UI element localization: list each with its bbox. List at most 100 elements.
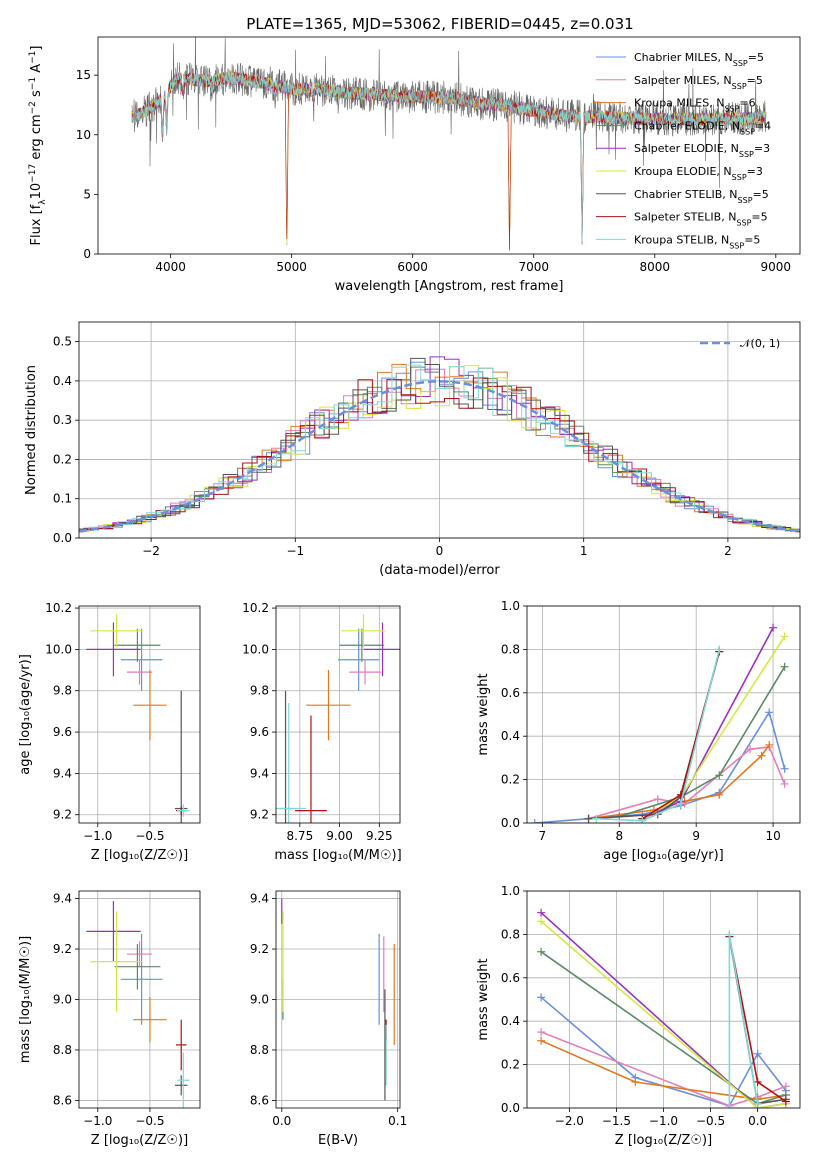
plot-area (79, 356, 800, 533)
y-tick-label: 9.6 (53, 725, 72, 739)
y-axis-label: mass [log₁₀(M/M☉)] (18, 936, 33, 1063)
y-tick-label: 10 (76, 128, 91, 142)
legend-entry: 𝒩(0, 1) (740, 337, 780, 350)
x-tick-label: 8000 (639, 260, 670, 274)
legend-text: =5 (748, 51, 764, 64)
x-axis-label: age [log₁₀(age/yr)] (603, 848, 724, 863)
panel-spectrum: 4000 5000 6000 7000 8000 9000 0 5 10 15 wavelength… (28, 36, 801, 294)
legend-text: SSP (736, 218, 751, 227)
spectrum-line-8 (131, 70, 767, 242)
x-tick-label: 8 (615, 829, 623, 843)
x-axis-label: E(B-V) (318, 1133, 358, 1148)
grid (527, 605, 800, 824)
legend-entry: Salpeter MILES, NSSP=5 (634, 74, 763, 91)
legend-text: =4 (755, 119, 771, 132)
axes-frame (78, 605, 201, 824)
legend-text: Chabrier MILES, N (634, 51, 733, 64)
legend-text: SSP (732, 173, 747, 182)
legend-text: Kroupa ELODIE, N (634, 165, 732, 178)
plot-layer: 4000 5000 6000 7000 8000 9000051015wavelength… (18, 36, 801, 1148)
grid (276, 891, 400, 1108)
legend-text: SSP (733, 59, 748, 68)
legend-text: SSP (738, 195, 753, 204)
legend-text: =5 (753, 188, 769, 201)
y-tick-label: 5 (83, 187, 91, 201)
y-tick-label: 0.6 (501, 686, 520, 700)
legend-text: Chabrier ELODIE, N (634, 119, 740, 132)
legend-text: SSP (729, 241, 744, 250)
legend-text: SSP (732, 81, 747, 90)
y-label-part: −1 (28, 51, 38, 64)
x-tick-label: −0.5 (135, 1114, 164, 1128)
grid (276, 606, 400, 823)
y-label-part: s (29, 90, 44, 101)
axes-frame (97, 36, 801, 255)
y-tick-label: 0.2 (501, 1058, 520, 1072)
plot-area (281, 898, 395, 1101)
x-tick-label: 4000 (155, 260, 186, 274)
y-axis-label: Flux [fλ10−17 erg cm−2 s−1 A−1] (28, 46, 48, 246)
y-tick-label: 9.8 (53, 684, 72, 698)
x-tick-label: 5000 (276, 260, 307, 274)
normal-curve (79, 380, 800, 533)
x-tick-label: −1.0 (83, 1114, 112, 1128)
y-tick-label: 0.0 (501, 1101, 520, 1115)
x-tick-label: −0.5 (696, 1114, 725, 1128)
x-tick-label: 8.75 (286, 829, 313, 843)
y-tick-label: 0.3 (53, 413, 72, 427)
legend-text: Kroupa MILES, N (634, 97, 724, 110)
grid (527, 890, 800, 1109)
legend-text: =5 (751, 211, 767, 224)
panel-mass_vs_Z: −1.0 −0.5 8.6 8.8 9.0 9.2 9.4 Z [log₁₀(Z/Z☉)] ma… (18, 890, 201, 1148)
panel-residuals: −2 −1 0 1 2 0.0 0.1 0.2 0.3 0.4 0.5 (data-model)/er… (24, 321, 801, 578)
x-axis-label: Z [log₁₀(Z/Z☉)] (91, 848, 188, 863)
y-label-part: −1 (28, 77, 38, 90)
y-tick-label: 10.0 (242, 642, 269, 656)
grid (79, 322, 800, 539)
axes-frame (275, 890, 401, 1109)
y-tick-label: 9.4 (53, 766, 72, 780)
y-tick-label: 9.4 (250, 892, 269, 906)
legend-entry: Kroupa STELIB, NSSP=5 (634, 233, 760, 250)
axes-frame (526, 890, 801, 1109)
weight-line-5 (642, 635, 786, 820)
y-tick-label: 0.0 (501, 816, 520, 830)
y-axis-label: mass weight (476, 673, 491, 755)
x-tick-label: −0.5 (135, 829, 164, 843)
legend-entry: Chabrier ELODIE, NSSP=4 (634, 119, 771, 136)
histogram-7 (79, 377, 800, 532)
y-tick-label: 1.0 (501, 599, 520, 613)
y-tick-label: 0.0 (53, 531, 72, 545)
legend-entry: Salpeter ELODIE, NSSP=3 (634, 142, 770, 159)
plot-area (86, 614, 190, 823)
y-tick-label: 8.8 (53, 1043, 72, 1057)
panel-weight_vs_Z: −2.0 −1.5 −1.0 −0.5 0.0 0.0 0.2 0.4 0.6 0.8 1.0 Z [… (476, 884, 801, 1148)
spectrum-line-6 (131, 37, 767, 232)
y-tick-label: 0.2 (53, 452, 72, 466)
x-tick-label: −2 (142, 544, 160, 558)
y-tick-label: 9.2 (250, 808, 269, 822)
y-label-part: −17 (28, 164, 38, 183)
weight-line-2 (540, 1039, 787, 1101)
y-label-part: −2 (28, 101, 38, 114)
x-tick-label: 10 (765, 829, 780, 843)
x-axis-label: (data-model)/error (379, 563, 500, 578)
x-tick-label: 9 (692, 829, 700, 843)
y-label-part: A (29, 64, 44, 77)
y-tick-label: 10.2 (45, 601, 72, 615)
weight-line-5 (540, 920, 787, 1108)
legend-text: Kroupa STELIB, N (634, 233, 729, 246)
histogram-8 (79, 364, 800, 532)
x-tick-label: −1 (286, 544, 304, 558)
y-tick-label: 0.4 (501, 1014, 520, 1028)
y-tick-label: 9.0 (53, 993, 72, 1007)
weight-line-2 (588, 744, 770, 820)
x-tick-label: 9.00 (326, 829, 353, 843)
legend-entry: Kroupa ELODIE, NSSP=3 (634, 165, 763, 182)
axes-frame (275, 605, 401, 824)
plot-area (86, 901, 190, 1108)
legend-text: Chabrier STELIB, N (634, 188, 738, 201)
legend-text: Salpeter MILES, N (634, 74, 732, 87)
x-axis-label: Z [log₁₀(Z/Z☉)] (615, 1133, 712, 1148)
